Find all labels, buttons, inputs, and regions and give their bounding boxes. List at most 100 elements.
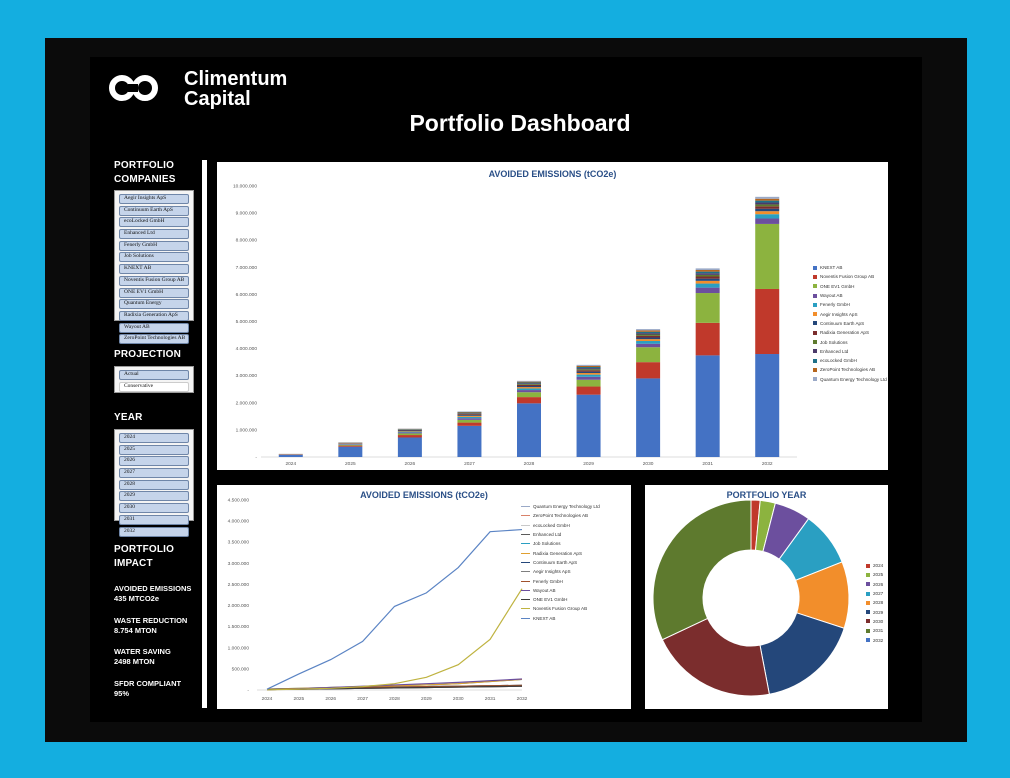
legend-line bbox=[521, 543, 530, 545]
legend-swatch bbox=[866, 628, 870, 633]
legend-line bbox=[521, 524, 530, 526]
bar-segment bbox=[576, 364, 601, 366]
legend-item: ONE EV1 GmbH bbox=[521, 595, 631, 604]
projection-filter-item[interactable]: Conservative bbox=[119, 381, 189, 392]
bar-segment bbox=[517, 383, 541, 385]
bar-segment bbox=[517, 385, 541, 388]
year-filter-item[interactable]: 2024 bbox=[119, 433, 189, 443]
year-filter-item[interactable]: 2027 bbox=[119, 468, 189, 479]
bar-segment bbox=[755, 202, 780, 205]
company-filter-item[interactable]: Fenerly GmbH bbox=[119, 240, 189, 251]
x-tick-label: 2030 bbox=[453, 696, 464, 702]
company-filter-item[interactable]: Noventis Fusion Group AB bbox=[119, 275, 189, 286]
y-tick-label: 5.000.000 bbox=[236, 319, 258, 325]
legend-item: ZeroPoint Technologies AB bbox=[813, 365, 888, 374]
company-filter-item[interactable]: Wayout AB bbox=[119, 322, 189, 333]
metric-value: 2498 MTON bbox=[114, 657, 155, 666]
metric-value: 8.754 MTON bbox=[114, 625, 157, 635]
year-filter-item[interactable]: 2029 bbox=[119, 491, 189, 502]
legend-swatch bbox=[866, 600, 870, 605]
donut-slice bbox=[661, 617, 770, 697]
bar-chart-legend: KNEXT AB Noventis Fusion Group AB ONE EV1 … bbox=[813, 263, 888, 384]
metric-water-saving: WATER SAVING 2498 MTON bbox=[114, 647, 204, 679]
legend-item: 2029 bbox=[866, 607, 888, 616]
company-filter-item[interactable]: KNEXT AB bbox=[119, 264, 189, 275]
donut-chart-title: PORTFOLIO YEAR bbox=[726, 490, 807, 500]
company-filter-item[interactable]: ecoLocked GmbH bbox=[119, 217, 189, 228]
bar-chart-panel: AVOIDED EMISSIONS (tCO2e) - 1.000.000 2.00… bbox=[217, 162, 888, 470]
bar-segment bbox=[278, 454, 303, 457]
bar-segment bbox=[338, 445, 363, 447]
metric-sfdr-compliant: SFDR COMPLIANT 95% bbox=[114, 679, 204, 711]
legend-item: Noventis Fusion Group AB bbox=[521, 604, 631, 613]
legend-swatch bbox=[866, 563, 870, 568]
bar-segment bbox=[755, 206, 780, 209]
legend-item: ZeroPoint Technologies AB bbox=[521, 511, 631, 520]
legend-item: 2024 bbox=[866, 561, 888, 570]
bar-segment bbox=[576, 379, 601, 387]
page-title: Portfolio Dashboard bbox=[409, 110, 631, 136]
bar-segment bbox=[636, 362, 661, 379]
bar-segment bbox=[576, 394, 601, 457]
legend-item: ecoLocked GmbH bbox=[521, 521, 631, 530]
company-filter-item[interactable]: Enhanced Ltd bbox=[119, 229, 189, 240]
bar-segment bbox=[457, 414, 482, 416]
legend-swatch bbox=[813, 330, 817, 335]
metric-value: 95% bbox=[114, 688, 130, 698]
year-filter-item[interactable]: 2030 bbox=[119, 503, 189, 514]
company-filter-item[interactable]: ONE EV1 GmbH bbox=[119, 287, 189, 298]
projection-filter-item[interactable]: Actual bbox=[119, 370, 189, 380]
bar-segment bbox=[457, 413, 482, 414]
legend-line bbox=[521, 506, 530, 508]
bar-segment bbox=[576, 374, 601, 377]
y-tick-label: 2.000.000 bbox=[236, 400, 258, 406]
year-filter-item[interactable]: 2028 bbox=[119, 479, 189, 490]
bar-segment bbox=[397, 431, 422, 433]
x-tick-label: 2032 bbox=[762, 461, 773, 467]
legend-item: 2031 bbox=[866, 626, 888, 635]
bar-segment bbox=[695, 355, 720, 457]
bar-segment bbox=[636, 330, 661, 332]
legend-label: Enhanced Ltd bbox=[820, 348, 849, 354]
legend-swatch bbox=[813, 312, 817, 317]
company-filter-item[interactable]: Continuum Earth ApS bbox=[119, 205, 189, 216]
year-filter-item[interactable]: 2026 bbox=[119, 456, 189, 467]
legend-label: 2028 bbox=[873, 600, 884, 606]
legend-item: 2030 bbox=[866, 617, 888, 626]
bar-segment bbox=[755, 198, 780, 201]
legend-label: ZeroPoint Technologies AB bbox=[820, 367, 876, 373]
bar-segment bbox=[517, 390, 541, 393]
company-filter-item[interactable]: ZeroPoint Technologies AB bbox=[119, 334, 189, 345]
bar-segment bbox=[576, 367, 601, 369]
company-filter-item[interactable]: Radixia Generation ApS bbox=[119, 310, 189, 321]
bar-segment bbox=[517, 387, 541, 389]
bar-segment bbox=[457, 425, 482, 457]
legend-label: 2024 bbox=[873, 563, 884, 569]
bar-segment bbox=[517, 381, 541, 383]
bar-segment bbox=[636, 331, 661, 334]
bar-segment bbox=[397, 435, 422, 438]
bar-segment bbox=[755, 354, 780, 457]
year-filter-item[interactable]: 2031 bbox=[119, 514, 189, 525]
legend-swatch bbox=[866, 591, 870, 596]
bar-segment bbox=[517, 380, 541, 382]
year-filter-item[interactable]: 2025 bbox=[119, 444, 189, 455]
bar-segment bbox=[636, 343, 661, 348]
legend-swatch bbox=[813, 293, 817, 298]
company-filter-item[interactable]: Job Solutions bbox=[119, 252, 189, 263]
bar-chart-svg: - 1.000.000 2.000.000 3.000.000 4.000.000 5.0… bbox=[233, 184, 797, 467]
bar-segment bbox=[695, 322, 720, 356]
legend-swatch bbox=[813, 265, 817, 270]
x-tick-label: 2028 bbox=[389, 696, 400, 702]
climentum-logo-icon bbox=[109, 75, 158, 101]
legend-label: Enhanced Ltd bbox=[533, 532, 562, 538]
line-chart-legend: Quantum Energy Technology Ltd ZeroPoint T… bbox=[521, 502, 631, 623]
company-filter-item[interactable]: Aegir Insights ApS bbox=[119, 194, 189, 204]
year-filter-item[interactable]: 2032 bbox=[119, 526, 189, 537]
y-tick-label: 4.000.000 bbox=[228, 519, 250, 525]
legend-item: Enhanced Ltd bbox=[813, 347, 888, 356]
legend-item: Aegir Insights ApS bbox=[813, 309, 888, 318]
company-filter-item[interactable]: Quantum Energy bbox=[119, 299, 189, 310]
companies-heading: PORTFOLIO COMPANIES bbox=[114, 159, 176, 187]
metric-waste-reduction: WASTE REDUCTION 8.754 MTON bbox=[114, 616, 204, 648]
